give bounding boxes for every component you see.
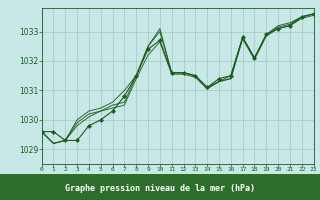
- Text: Graphe pression niveau de la mer (hPa): Graphe pression niveau de la mer (hPa): [65, 184, 255, 193]
